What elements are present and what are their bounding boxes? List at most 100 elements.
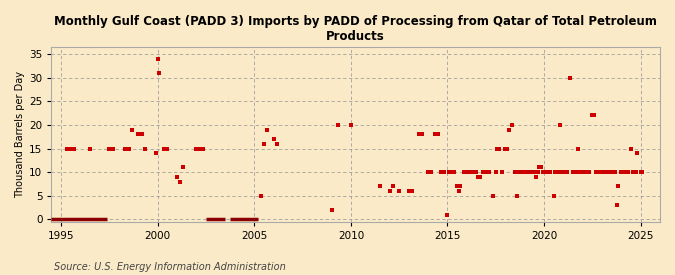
Point <box>375 184 385 188</box>
Point <box>454 189 464 193</box>
Point <box>539 170 549 174</box>
Point <box>492 146 503 151</box>
Point <box>564 75 575 80</box>
Point <box>482 170 493 174</box>
Point <box>127 127 138 132</box>
Point <box>120 146 131 151</box>
Point <box>194 146 205 151</box>
Point <box>197 146 208 151</box>
Point <box>84 146 95 151</box>
Point <box>611 203 622 207</box>
Point <box>574 170 585 174</box>
Point <box>592 170 603 174</box>
Point <box>504 127 514 132</box>
Point <box>433 132 443 136</box>
Point <box>154 71 165 75</box>
Point <box>558 170 569 174</box>
Point <box>629 170 640 174</box>
Point <box>626 146 637 151</box>
Point <box>387 184 398 188</box>
Point <box>516 170 527 174</box>
Point <box>519 170 530 174</box>
Point <box>610 170 620 174</box>
Point <box>635 170 646 174</box>
Point <box>542 170 553 174</box>
Point <box>576 170 587 174</box>
Point <box>618 170 628 174</box>
Point <box>497 170 508 174</box>
Title: Monthly Gulf Coast (PADD 3) Imports by PADD of Processing from Qatar of Total Pe: Monthly Gulf Coast (PADD 3) Imports by P… <box>54 15 657 43</box>
Point <box>139 146 150 151</box>
Point <box>472 175 483 179</box>
Point <box>627 170 638 174</box>
Point <box>271 142 282 146</box>
Point <box>571 170 582 174</box>
Point <box>462 170 472 174</box>
Point <box>637 170 647 174</box>
Point <box>104 146 115 151</box>
Point <box>423 170 433 174</box>
Point <box>550 170 561 174</box>
Point <box>630 170 641 174</box>
Point <box>529 170 540 174</box>
Point <box>555 123 566 127</box>
Point <box>632 151 643 155</box>
Point <box>600 170 611 174</box>
Point <box>326 208 337 212</box>
Point <box>511 194 522 198</box>
Point <box>333 123 344 127</box>
Point <box>255 194 266 198</box>
Point <box>535 165 546 170</box>
Point <box>490 170 501 174</box>
Point <box>151 151 161 155</box>
Point <box>613 184 624 188</box>
Point <box>159 146 169 151</box>
Point <box>162 146 173 151</box>
Point <box>443 170 454 174</box>
Point <box>425 170 435 174</box>
Point <box>346 123 356 127</box>
Point <box>589 113 599 118</box>
Point <box>426 170 437 174</box>
Point <box>133 132 144 136</box>
Point <box>262 127 273 132</box>
Point <box>464 170 475 174</box>
Point <box>580 170 591 174</box>
Point <box>259 142 269 146</box>
Point <box>587 113 598 118</box>
Point <box>537 170 548 174</box>
Point <box>452 184 462 188</box>
Point <box>124 146 134 151</box>
Point <box>579 170 590 174</box>
Point <box>178 165 189 170</box>
Point <box>471 170 482 174</box>
Point <box>477 170 488 174</box>
Point <box>551 170 562 174</box>
Point <box>436 170 447 174</box>
Point <box>622 170 633 174</box>
Point <box>394 189 404 193</box>
Point <box>468 170 479 174</box>
Y-axis label: Thousand Barrels per Day: Thousand Barrels per Day <box>15 71 25 198</box>
Point <box>69 146 80 151</box>
Point <box>510 170 520 174</box>
Point <box>590 170 601 174</box>
Point <box>446 170 456 174</box>
Point <box>608 170 619 174</box>
Point <box>545 170 556 174</box>
Point <box>463 170 474 174</box>
Point <box>407 189 418 193</box>
Point <box>597 170 608 174</box>
Point <box>442 212 453 217</box>
Point <box>458 170 469 174</box>
Point <box>65 146 76 151</box>
Point <box>481 170 491 174</box>
Text: Source: U.S. Energy Information Administration: Source: U.S. Energy Information Administ… <box>54 262 286 272</box>
Point <box>568 170 578 174</box>
Point <box>62 146 73 151</box>
Point <box>439 170 450 174</box>
Point <box>577 170 588 174</box>
Point <box>448 170 459 174</box>
Point <box>522 170 533 174</box>
Point <box>268 137 279 141</box>
